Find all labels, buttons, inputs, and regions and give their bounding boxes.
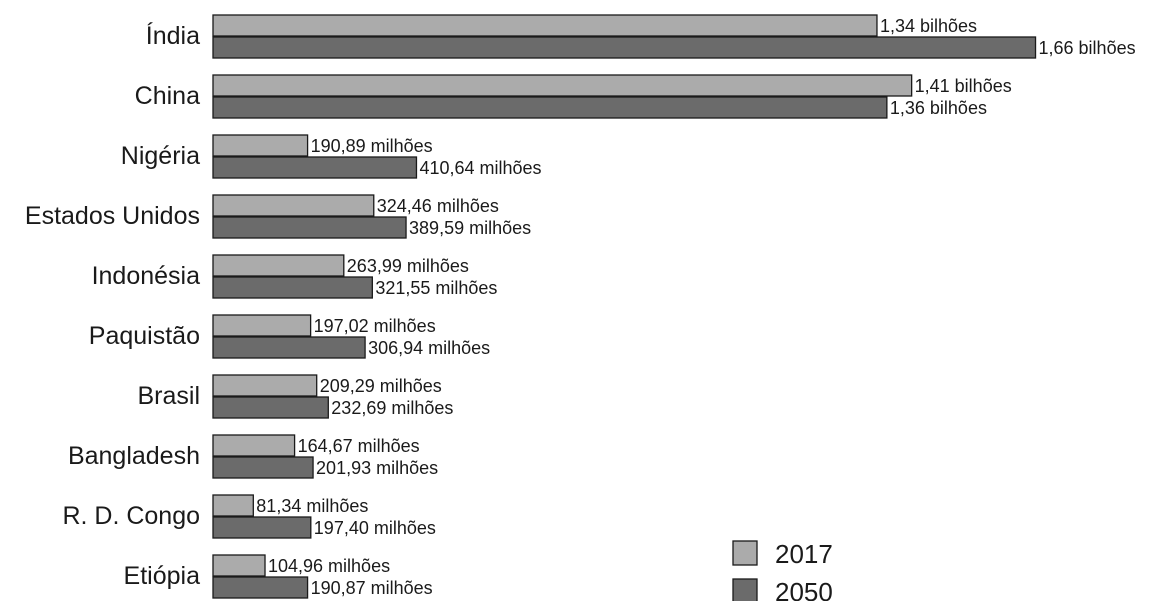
bar-2017-bangladesh: [212, 434, 296, 457]
value-label-2050-indonesia: 321,55 milhões: [375, 278, 497, 298]
bar-2017-china: [212, 74, 913, 97]
bar-2017-estados-unidos: [212, 194, 375, 217]
value-label-2050-bangladesh: 201,93 milhões: [316, 458, 438, 478]
value-label-2050-brasil: 232,69 milhões: [331, 398, 453, 418]
value-label-2017-brasil: 209,29 milhões: [320, 376, 442, 396]
legend-label-2050: 2050: [775, 577, 833, 601]
category-label-china: China: [135, 82, 200, 110]
bar-2017-r-d-congo: [212, 494, 254, 517]
bar-2017-indonesia: [212, 254, 345, 277]
value-label-2050-estados-unidos: 389,59 milhões: [409, 218, 531, 238]
category-label-nigeria: Nigéria: [121, 142, 200, 170]
bar-2050-paquistao: [212, 336, 366, 359]
bar-2050-indonesia: [212, 276, 373, 299]
value-label-2017-bangladesh: 164,67 milhões: [298, 436, 420, 456]
category-label-estados-unidos: Estados Unidos: [25, 202, 200, 230]
value-label-2017-r-d-congo: 81,34 milhões: [256, 496, 368, 516]
category-label-paquistao: Paquistão: [89, 322, 200, 350]
value-label-2017-paquistao: 197,02 milhões: [314, 316, 436, 336]
value-label-2050-china: 1,36 bilhões: [890, 98, 987, 118]
bar-2050-r-d-congo: [212, 516, 312, 539]
value-label-2050-nigeria: 410,64 milhões: [419, 158, 541, 178]
bar-2050-brasil: [212, 396, 329, 419]
category-label-bangladesh: Bangladesh: [68, 442, 200, 470]
category-label-brasil: Brasil: [137, 382, 200, 410]
category-label-r-d-congo: R. D. Congo: [62, 502, 200, 530]
value-label-2017-etiopia: 104,96 milhões: [268, 556, 390, 576]
bar-2050-estados-unidos: [212, 216, 407, 239]
value-label-2017-estados-unidos: 324,46 milhões: [377, 196, 499, 216]
value-label-2017-india: 1,34 bilhões: [880, 16, 977, 36]
legend-swatch-2050: [732, 578, 758, 601]
bar-2017-etiopia: [212, 554, 266, 577]
category-label-etiopia: Etiópia: [124, 562, 201, 590]
bar-2050-china: [212, 96, 888, 119]
bar-2050-bangladesh: [212, 456, 314, 479]
value-label-2050-paquistao: 306,94 milhões: [368, 338, 490, 358]
legend-swatch-2017: [732, 540, 758, 566]
category-label-india: Índia: [146, 21, 200, 50]
value-label-2050-r-d-congo: 197,40 milhões: [314, 518, 436, 538]
category-label-indonesia: Indonésia: [92, 262, 201, 290]
bar-2050-etiopia: [212, 576, 309, 599]
bar-2050-india: [212, 36, 1037, 59]
bar-2050-nigeria: [212, 156, 418, 179]
bar-2017-india: [212, 14, 878, 37]
bar-2017-paquistao: [212, 314, 312, 337]
value-label-2017-china: 1,41 bilhões: [915, 76, 1012, 96]
value-label-2017-indonesia: 263,99 milhões: [347, 256, 469, 276]
bar-2017-nigeria: [212, 134, 309, 157]
value-label-2017-nigeria: 190,89 milhões: [311, 136, 433, 156]
value-label-2050-etiopia: 190,87 milhões: [311, 578, 433, 598]
bar-2017-brasil: [212, 374, 318, 397]
value-label-2050-india: 1,66 bilhões: [1039, 38, 1136, 58]
legend-label-2017: 2017: [775, 539, 833, 569]
